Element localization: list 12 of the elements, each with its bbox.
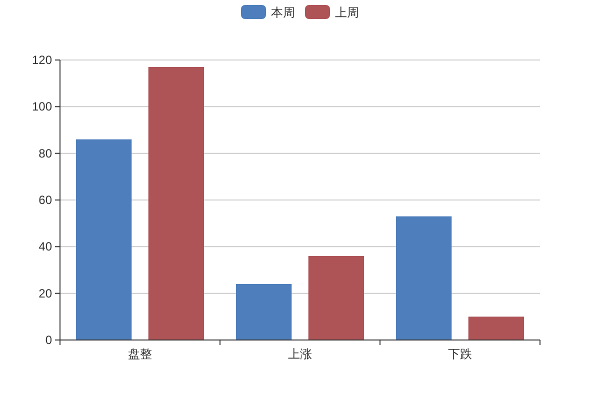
x-tick-label: 上涨 — [288, 347, 312, 361]
x-tick-label: 盘整 — [128, 347, 152, 361]
y-tick-label: 60 — [38, 193, 52, 207]
y-tick-label: 40 — [38, 240, 52, 254]
y-tick-label: 0 — [45, 333, 52, 347]
x-tick-label: 下跌 — [448, 347, 472, 361]
y-tick-label: 120 — [32, 53, 52, 67]
y-tick-label: 80 — [38, 146, 52, 160]
legend-label: 本周 — [271, 6, 295, 20]
legend-label: 上周 — [335, 6, 359, 20]
y-tick-label: 20 — [38, 286, 52, 300]
y-tick-label: 100 — [32, 100, 52, 114]
